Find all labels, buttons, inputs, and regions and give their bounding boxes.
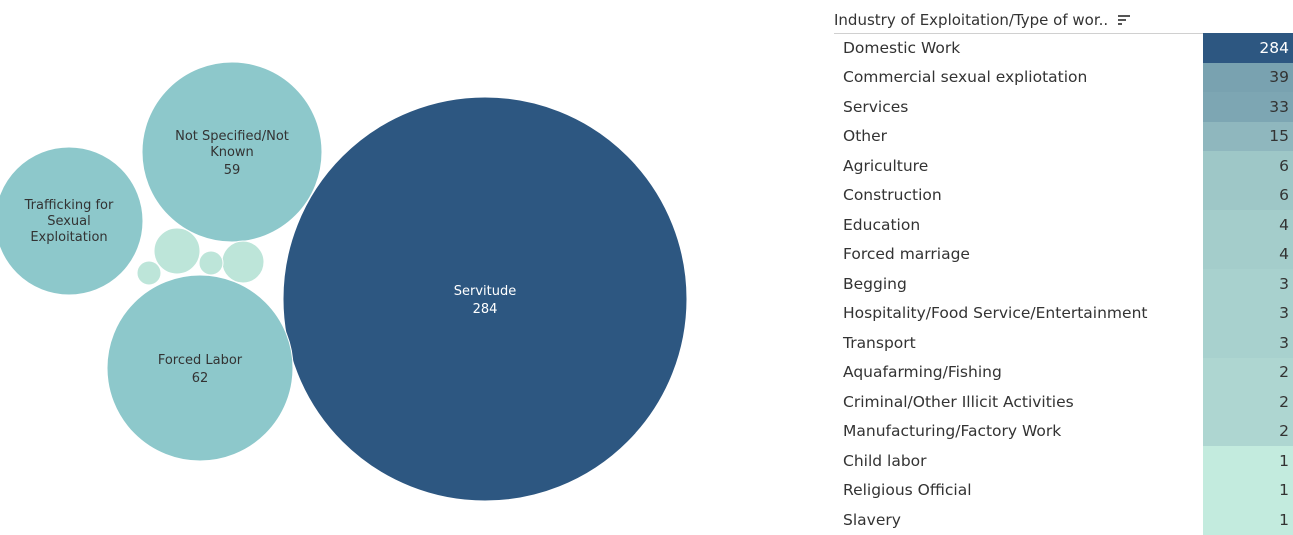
row-label: Begging — [843, 274, 907, 293]
bubble-not-specified-not-known-label: Known — [210, 145, 254, 160]
row-value-cell: 4 — [1203, 239, 1293, 269]
row-value-cell: 15 — [1203, 121, 1293, 151]
bubble-servitude-value: 284 — [473, 302, 498, 317]
row-value-cell: 3 — [1203, 328, 1293, 358]
bubble-forced-labor-circle[interactable] — [106, 274, 294, 462]
row-value-cell: 4 — [1203, 210, 1293, 240]
table-row-child-labor[interactable]: Child labor 1 — [834, 446, 1293, 476]
bubble-trafficking-for-sexual-exploitation-circle[interactable] — [0, 146, 144, 296]
row-value-cell: 39 — [1203, 62, 1293, 92]
table-row-services[interactable]: Services 33 — [834, 92, 1293, 122]
row-label: Transport — [843, 333, 916, 352]
row-value-cell: 284 — [1203, 33, 1293, 63]
row-value-cell: 2 — [1203, 416, 1293, 446]
row-label: Construction — [843, 186, 942, 205]
row-label: Domestic Work — [843, 38, 961, 57]
bubble-trafficking-for-sexual-exploitation-label: Sexual — [47, 214, 91, 229]
bubble-forced-labor-value: 62 — [192, 371, 209, 386]
table-row-transport[interactable]: Transport 3 — [834, 328, 1293, 358]
bubble-small-7-circle[interactable] — [136, 260, 162, 286]
table-row-other[interactable]: Other 15 — [834, 121, 1293, 151]
bubble-trafficking-for-sexual-exploitation-label: Exploitation — [30, 230, 107, 245]
industry-table: Industry of Exploitation/Type of wor.. D… — [834, 0, 1293, 535]
bubble-trafficking-for-sexual-exploitation-label: Trafficking for — [24, 198, 114, 213]
table-header: Industry of Exploitation/Type of wor.. — [834, 8, 1131, 32]
sort-descending-icon[interactable] — [1118, 14, 1131, 26]
row-value-cell: 3 — [1203, 269, 1293, 299]
bubble-forced-labor[interactable]: Forced Labor 62 — [106, 274, 294, 462]
bubble-small-5[interactable] — [221, 240, 265, 284]
row-label: Commercial sexual expliotation — [843, 68, 1088, 87]
table-row-manufacturing-factory-work[interactable]: Manufacturing/Factory Work 2 — [834, 416, 1293, 446]
row-label: Religious Official — [843, 481, 972, 500]
row-label: Criminal/Other Illicit Activities — [843, 392, 1074, 411]
table-row-construction[interactable]: Construction 6 — [834, 180, 1293, 210]
table-row-religious-official[interactable]: Religious Official 1 — [834, 475, 1293, 505]
bubble-servitude[interactable]: Servitude 284 — [282, 96, 688, 502]
table-body: Domestic Work 284 Commercial sexual explio… — [834, 33, 1293, 535]
row-value-cell: 6 — [1203, 180, 1293, 210]
row-label: Agriculture — [843, 156, 929, 175]
row-label: Education — [843, 215, 921, 234]
row-value-cell: 2 — [1203, 357, 1293, 387]
table-row-education[interactable]: Education 4 — [834, 210, 1293, 240]
row-label: Forced marriage — [843, 245, 970, 264]
table-row-forced-marriage[interactable]: Forced marriage 4 — [834, 239, 1293, 269]
row-value-cell: 2 — [1203, 387, 1293, 417]
bubble-not-specified-not-known-label: Not Specified/Not — [175, 129, 289, 144]
row-label: Manufacturing/Factory Work — [843, 422, 1062, 441]
row-value-cell: 1 — [1203, 446, 1293, 476]
bubble-servitude-label: Servitude — [454, 284, 517, 299]
bubble-small-5-circle[interactable] — [221, 240, 265, 284]
row-value-cell: 33 — [1203, 92, 1293, 122]
row-label: Other — [843, 127, 888, 146]
bubble-small-6-circle[interactable] — [198, 250, 224, 276]
row-value-cell: 3 — [1203, 298, 1293, 328]
table-row-criminal-other-illicit-activities[interactable]: Criminal/Other Illicit Activities 2 — [834, 387, 1293, 417]
table-header-label: Industry of Exploitation/Type of wor.. — [834, 11, 1109, 29]
row-label: Services — [843, 97, 909, 116]
row-value-cell: 6 — [1203, 151, 1293, 181]
bubble-not-specified-not-known-value: 59 — [224, 163, 241, 178]
bubble-small-4-circle[interactable] — [153, 227, 201, 275]
row-label: Child labor — [843, 451, 927, 470]
table-row-aquafarming-fishing[interactable]: Aquafarming/Fishing 2 — [834, 357, 1293, 387]
bubble-forced-labor-label: Forced Labor — [158, 353, 243, 368]
row-label: Aquafarming/Fishing — [843, 363, 1002, 382]
row-label: Hospitality/Food Service/Entertainment — [843, 304, 1148, 323]
table-row-begging[interactable]: Begging 3 — [834, 269, 1293, 299]
table-row-agriculture[interactable]: Agriculture 6 — [834, 151, 1293, 181]
row-value-cell: 1 — [1203, 475, 1293, 505]
table-row-slavery[interactable]: Slavery 1 — [834, 505, 1293, 535]
bubble-chart: Servitude 284 Forced Labor 62 Not Specified/… — [0, 61, 688, 502]
row-label: Slavery — [843, 510, 901, 529]
table-row-domestic-work[interactable]: Domestic Work 284 — [834, 33, 1293, 63]
row-value-cell: 1 — [1203, 505, 1293, 535]
bubble-small-7[interactable] — [136, 260, 162, 286]
table-row-hospitality-food-service-entertainment[interactable]: Hospitality/Food Service/Entertainment 3 — [834, 298, 1293, 328]
header-divider — [834, 33, 1293, 34]
table-row-commercial-sexual-expliotation[interactable]: Commercial sexual expliotation 39 — [834, 62, 1293, 92]
bubble-small-6[interactable] — [198, 250, 224, 276]
bubble-servitude-circle[interactable] — [282, 96, 688, 502]
bubble-small-4[interactable] — [153, 227, 201, 275]
bubble-not-specified-not-known-circle[interactable] — [141, 61, 323, 243]
